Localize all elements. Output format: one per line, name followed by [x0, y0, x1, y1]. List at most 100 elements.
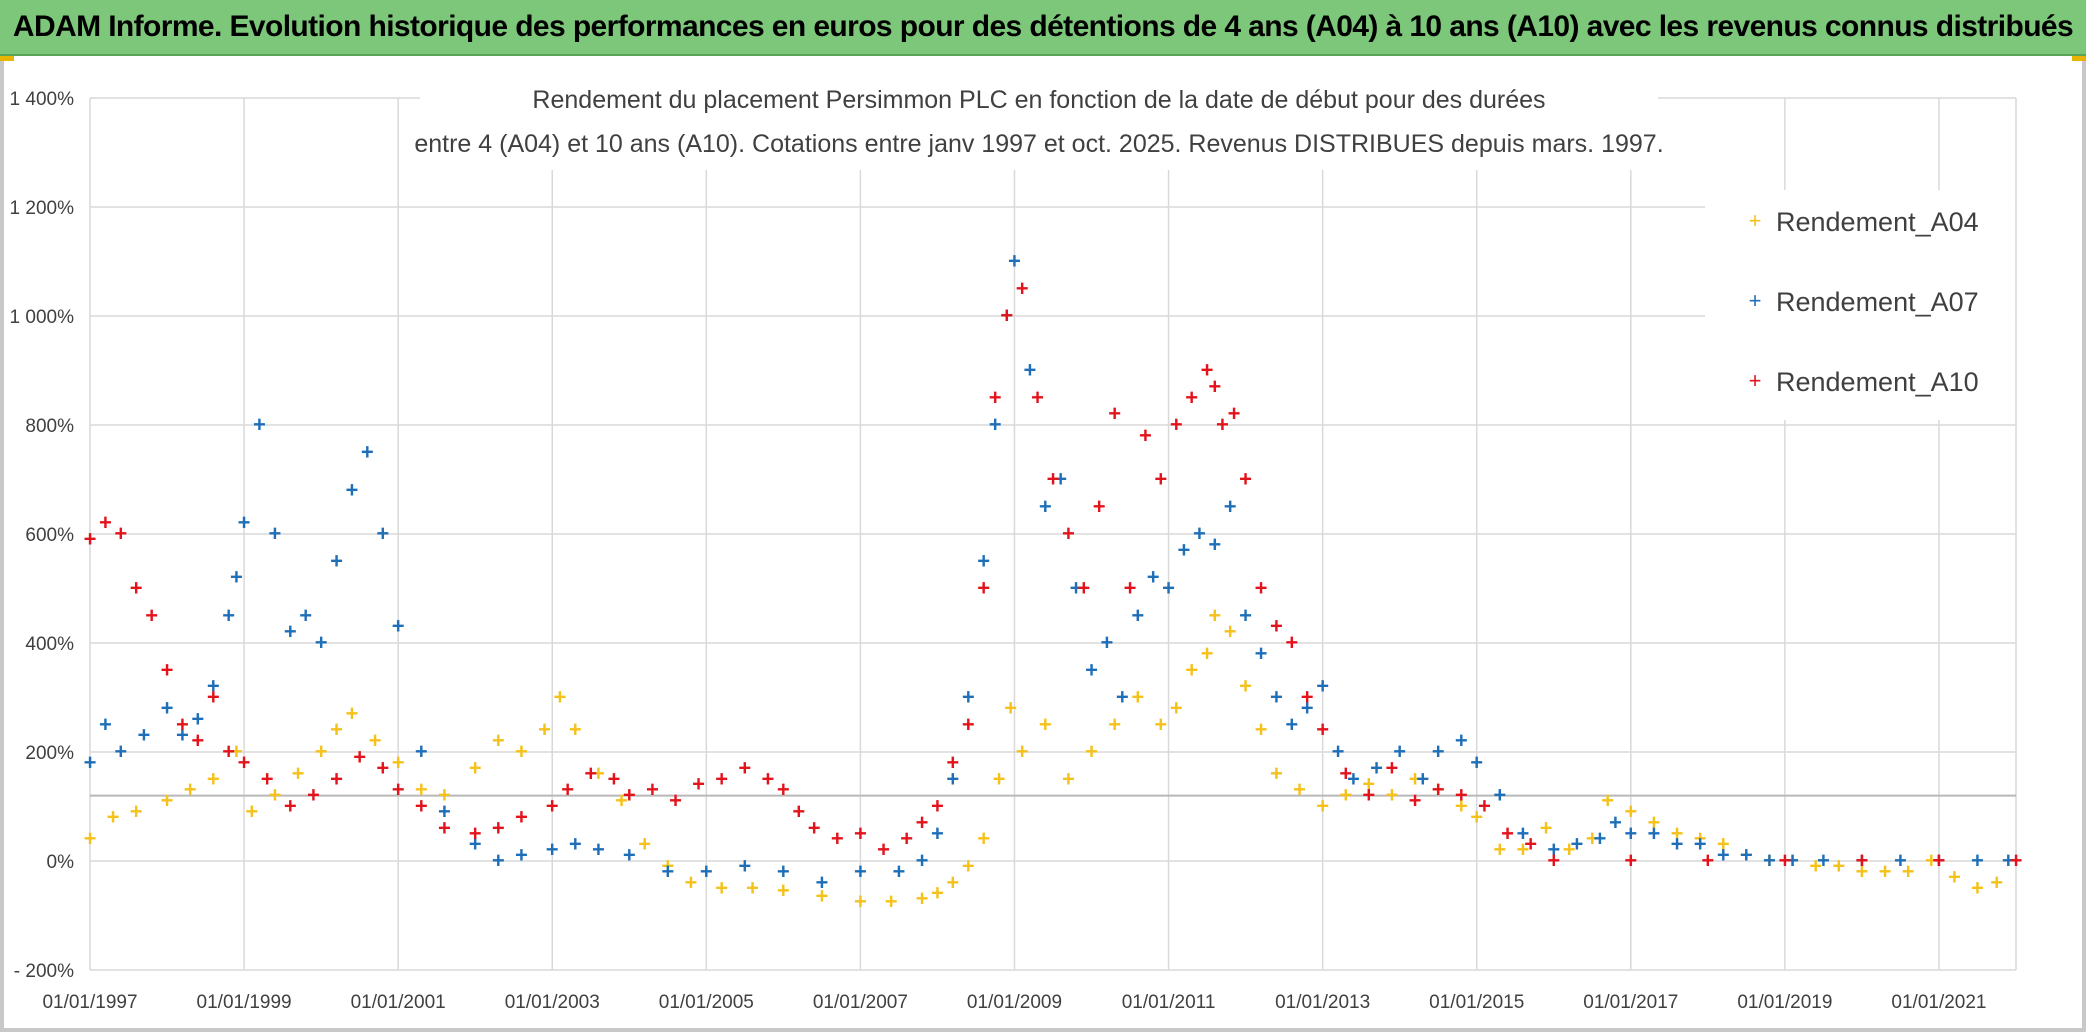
point-Rendement_A07-6: + [191, 706, 204, 731]
point-Rendement_A07-29: + [623, 843, 636, 868]
point-Rendement_A07-45: + [1023, 358, 1036, 383]
point-Rendement_A07-70: + [1432, 739, 1445, 764]
data-points: ++ + + + +++++++++++ +++ +++++++++ + + + + + + + + ++++… [84, 249, 2023, 914]
point-Rendement_A07-44: + [1008, 249, 1021, 274]
point-Rendement_A10-7: + [191, 728, 204, 753]
point-Rendement_A04-81: + [1855, 859, 1868, 884]
point-Rendement_A07-34: + [815, 870, 828, 895]
point-Rendement_A10-24: + [561, 777, 574, 802]
point-Rendement_A10-83: + [1855, 848, 1868, 873]
x-tick-label: 01/01/2021 [1891, 992, 1986, 1013]
point-Rendement_A04-36: + [946, 870, 959, 895]
point-Rendement_A10-9: + [222, 739, 235, 764]
point-Rendement_A10-57: + [1154, 467, 1167, 492]
point-Rendement_A07-69: + [1416, 766, 1429, 791]
point-Rendement_A07-38: + [931, 821, 944, 846]
grid [89, 97, 2017, 971]
point-Rendement_A04-59: + [1362, 772, 1375, 797]
point-Rendement_A04-35: + [931, 881, 944, 906]
point-Rendement_A10-53: + [1093, 494, 1106, 519]
point-Rendement_A04-17: + [469, 755, 482, 780]
point-Rendement_A07-54: + [1162, 576, 1175, 601]
point-Rendement_A10-17: + [392, 777, 405, 802]
point-Rendement_A07-61: + [1270, 685, 1283, 710]
point-Rendement_A10-12: + [284, 794, 297, 819]
point-Rendement_A10-8: + [207, 685, 220, 710]
point-Rendement_A04-34: + [916, 886, 929, 911]
point-Rendement_A04-76: + [1740, 843, 1753, 868]
point-Rendement_A04-6: + [230, 739, 243, 764]
point-Rendement_A10-85: + [2010, 848, 2023, 873]
y-tick-label: - 200% [14, 961, 74, 982]
chart-title-background [420, 78, 1658, 170]
point-Rendement_A04-65: + [1493, 837, 1506, 862]
point-Rendement_A10-65: + [1255, 576, 1268, 601]
point-Rendement_A04-29: + [746, 875, 759, 900]
point-Rendement_A07-79: + [1624, 821, 1637, 846]
point-Rendement_A04-14: + [392, 750, 405, 775]
point-Rendement_A07-59: + [1239, 603, 1252, 628]
point-Rendement_A10-0: + [84, 526, 97, 551]
point-Rendement_A10-21: + [492, 815, 505, 840]
x-tick-label: 01/01/2017 [1583, 992, 1678, 1013]
point-Rendement_A04-13: + [369, 728, 382, 753]
point-Rendement_A04-46: + [1131, 685, 1144, 710]
point-Rendement_A10-66: + [1270, 614, 1283, 639]
point-Rendement_A04-63: + [1455, 794, 1468, 819]
point-Rendement_A10-36: + [808, 815, 821, 840]
point-Rendement_A10-4: + [145, 603, 158, 628]
point-Rendement_A04-51: + [1208, 603, 1221, 628]
point-Rendement_A07-53: + [1147, 565, 1160, 590]
point-Rendement_A07-37: + [916, 848, 929, 873]
point-Rendement_A04-58: + [1339, 783, 1352, 808]
point-Rendement_A04-18: + [492, 728, 505, 753]
point-Rendement_A10-10: + [238, 750, 251, 775]
point-Rendement_A07-49: + [1085, 657, 1098, 682]
point-Rendement_A04-31: + [815, 883, 828, 908]
point-Rendement_A10-73: + [1409, 788, 1422, 813]
point-Rendement_A04-75: + [1717, 832, 1730, 857]
banner: ADAM Informe. Evolution historique des p… [0, 0, 2086, 56]
x-tick-label: 01/01/2015 [1429, 992, 1524, 1013]
point-Rendement_A07-9: + [230, 565, 243, 590]
point-Rendement_A10-29: + [669, 788, 682, 813]
legend-item-a10: + Rendement_A10 [1749, 367, 1979, 397]
point-Rendement_A07-77: + [1594, 826, 1607, 851]
point-Rendement_A07-15: + [315, 630, 328, 655]
point-Rendement_A10-67: + [1285, 630, 1298, 655]
point-Rendement_A07-86: + [1786, 848, 1799, 873]
x-tick-label: 01/01/2011 [1122, 992, 1216, 1013]
point-Rendement_A04-64: + [1470, 804, 1483, 829]
point-Rendement_A10-44: + [962, 712, 975, 737]
point-Rendement_A04-56: + [1293, 777, 1306, 802]
point-Rendement_A07-26: + [546, 837, 559, 862]
point-Rendement_A07-57: + [1208, 532, 1221, 557]
point-Rendement_A04-7: + [245, 799, 258, 824]
point-Rendement_A10-50: + [1047, 467, 1060, 492]
point-Rendement_A07-74: + [1517, 821, 1530, 846]
point-Rendement_A04-48: + [1170, 695, 1183, 720]
point-Rendement_A04-11: + [330, 717, 343, 742]
point-Rendement_A07-22: + [438, 799, 451, 824]
point-Rendement_A07-76: + [1570, 832, 1583, 857]
point-Rendement_A07-4: + [161, 695, 174, 720]
point-Rendement_A07-43: + [1000, 303, 1013, 328]
point-Rendement_A04-5: + [207, 766, 220, 791]
point-Rendement_A07-88: + [1855, 848, 1868, 873]
point-Rendement_A10-75: + [1455, 783, 1468, 808]
point-Rendement_A10-23: + [546, 794, 559, 819]
point-Rendement_A04-69: + [1586, 826, 1599, 851]
point-Rendement_A04-10: + [315, 739, 328, 764]
point-Rendement_A10-78: + [1524, 832, 1537, 857]
point-Rendement_A10-2: + [114, 521, 127, 546]
point-Rendement_A10-28: + [646, 777, 659, 802]
x-tick-label: 01/01/2013 [1275, 992, 1370, 1013]
point-Rendement_A10-22: + [515, 804, 528, 829]
point-Rendement_A07-62: + [1285, 712, 1298, 737]
point-Rendement_A10-58: + [1170, 412, 1183, 437]
point-Rendement_A04-73: + [1671, 821, 1684, 846]
point-Rendement_A04-71: + [1624, 799, 1637, 824]
chart-title-box: Rendement du placement Persimmon PLC en … [414, 78, 1664, 170]
point-Rendement_A10-77: + [1501, 821, 1514, 846]
point-Rendement_A07-20: + [392, 614, 405, 639]
